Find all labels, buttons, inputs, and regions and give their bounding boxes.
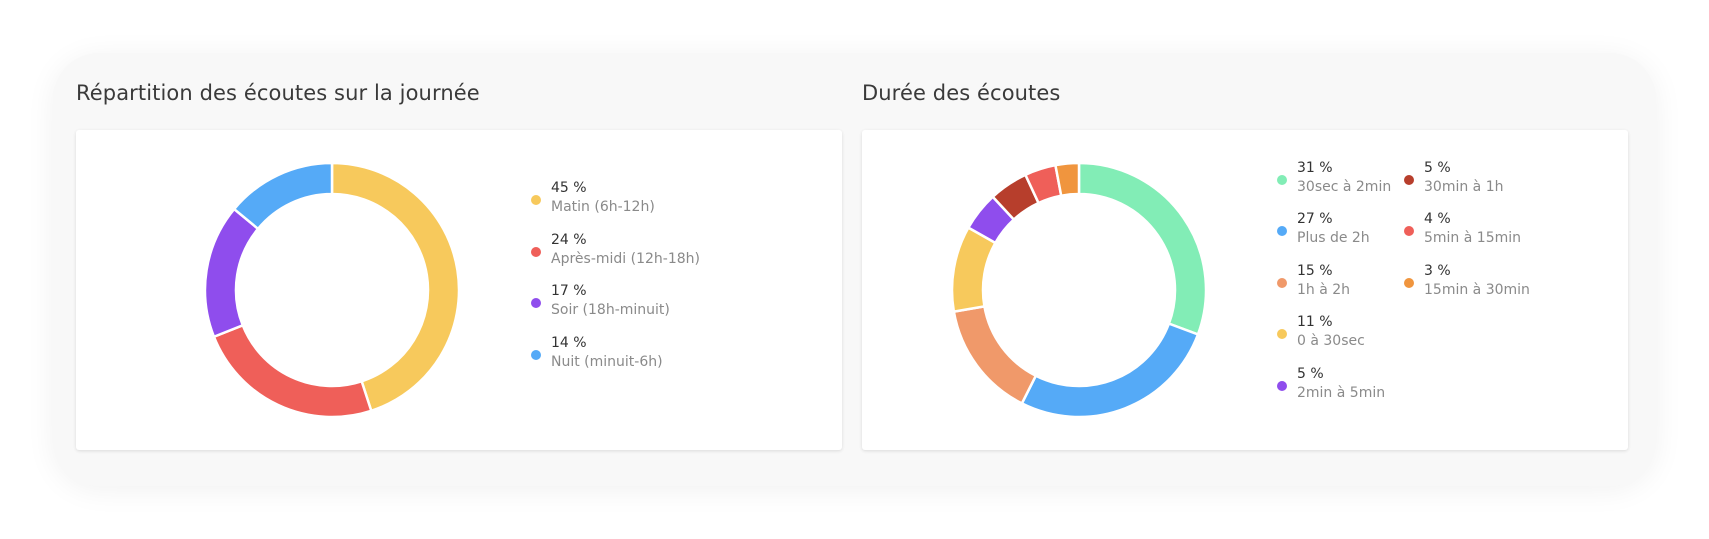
listening-duration-legend-percent: 5 % (1424, 160, 1451, 176)
time-of-day-slice-3[interactable] (232, 161, 334, 231)
time-of-day-donut (203, 161, 461, 419)
time-of-day-legend-label: Nuit (minuit-6h) (551, 353, 663, 370)
listening-duration-legend-item: 5 % 2min à 5min (1277, 366, 1457, 406)
time-of-day-legend-item: 17 % Soir (18h-minuit) (531, 283, 711, 323)
listening-duration-legend-item: 31 % 30sec à 2min (1277, 160, 1457, 200)
time-of-day-legend-dot (531, 298, 541, 308)
time-of-day-legend-label: Après-midi (12h-18h) (551, 250, 700, 267)
time-of-day-legend-label: Matin (6h-12h) (551, 199, 655, 215)
listening-duration-slice-2[interactable] (952, 304, 1038, 406)
listening-duration-legend-dot (1404, 278, 1414, 288)
listening-duration-card: 31 % 30sec à 2min 27 % Plus de 2h 15 % 1h à 2… (862, 130, 1628, 450)
listening-duration-legend-label: 2min à 5min (1297, 385, 1386, 401)
time-of-day-legend-percent: 24 % (551, 231, 587, 248)
listening-duration-legend-percent: 27 % (1297, 211, 1333, 227)
time-of-day-legend-percent: 45 % (551, 180, 587, 196)
listening-duration-legend-label: 1h à 2h (1297, 282, 1351, 298)
listening-duration-legend-percent: 3 % (1424, 263, 1451, 279)
listening-duration-legend-dot (1277, 226, 1287, 236)
listening-duration-legend-dot (1277, 278, 1287, 288)
listening-duration-legend-label: 30min à 1h (1424, 179, 1504, 195)
listening-duration-legend-label: 0 à 30sec (1297, 333, 1365, 349)
time-of-day-slice-2[interactable] (203, 207, 260, 339)
time-of-day-legend-label: Soir (18h-minuit) (551, 302, 670, 318)
listening-duration-legend-dot (1277, 381, 1287, 391)
time-of-day-legend-item: 45 % Matin (6h-12h) (531, 180, 711, 220)
time-of-day-slice-1[interactable] (212, 323, 373, 419)
time-of-day-slice-0[interactable] (330, 161, 461, 413)
listening-duration-legend-item: 27 % Plus de 2h (1277, 211, 1457, 251)
time-of-day-card: 45 % Matin (6h-12h) 24 % Après-midi (12h-18… (76, 130, 842, 450)
listening-duration-legend-label: 15min à 30min (1424, 282, 1530, 298)
listening-duration-legend-percent: 31 % (1297, 160, 1333, 176)
listening-duration-legend-item: 11 % 0 à 30sec (1277, 314, 1457, 354)
listening-duration-legend-percent: 11 % (1297, 314, 1333, 330)
listening-duration-legend-dot (1404, 226, 1414, 236)
stats-panel: Répartition des écoutes sur la journée 4… (53, 53, 1656, 486)
time-of-day-legend-percent: 17 % (551, 283, 587, 299)
listening-duration-donut (950, 161, 1208, 419)
listening-duration-legend-dot (1277, 175, 1287, 185)
time-of-day-legend-dot (531, 246, 541, 257)
time-of-day-title: Répartition des écoutes sur la journée (76, 81, 480, 105)
time-of-day-legend-dot (531, 195, 541, 205)
listening-duration-legend-label: 5min à 15min (1424, 230, 1522, 246)
listening-duration-legend-percent: 15 % (1297, 263, 1333, 279)
listening-duration-legend-item: 5 % 30min à 1h (1404, 160, 1584, 200)
listening-duration-legend-percent: 4 % (1424, 211, 1451, 227)
listening-duration-legend-dot (1277, 329, 1287, 339)
listening-duration-legend-item: 4 % 5min à 15min (1404, 211, 1584, 251)
listening-duration-legend-percent: 5 % (1297, 366, 1324, 382)
time-of-day-legend-dot (531, 349, 541, 360)
listening-duration-legend-item: 15 % 1h à 2h (1277, 263, 1457, 303)
listening-duration-legend-label: 30sec à 2min (1297, 179, 1392, 195)
time-of-day-legend-item: 14 % Nuit (minuit-6h) (531, 335, 711, 375)
time-of-day-legend-item: 24 % Après-midi (12h-18h) (531, 232, 711, 272)
time-of-day-legend-percent: 14 % (551, 334, 587, 351)
listening-duration-title: Durée des écoutes (862, 81, 1061, 105)
listening-duration-slice-1[interactable] (1020, 322, 1200, 419)
listening-duration-legend-label: Plus de 2h (1297, 230, 1370, 246)
listening-duration-legend-dot (1404, 175, 1414, 185)
listening-duration-legend-item: 3 % 15min à 30min (1404, 263, 1584, 303)
listening-duration-slice-0[interactable] (1077, 161, 1208, 337)
listening-duration-slice-7[interactable] (1053, 161, 1081, 198)
